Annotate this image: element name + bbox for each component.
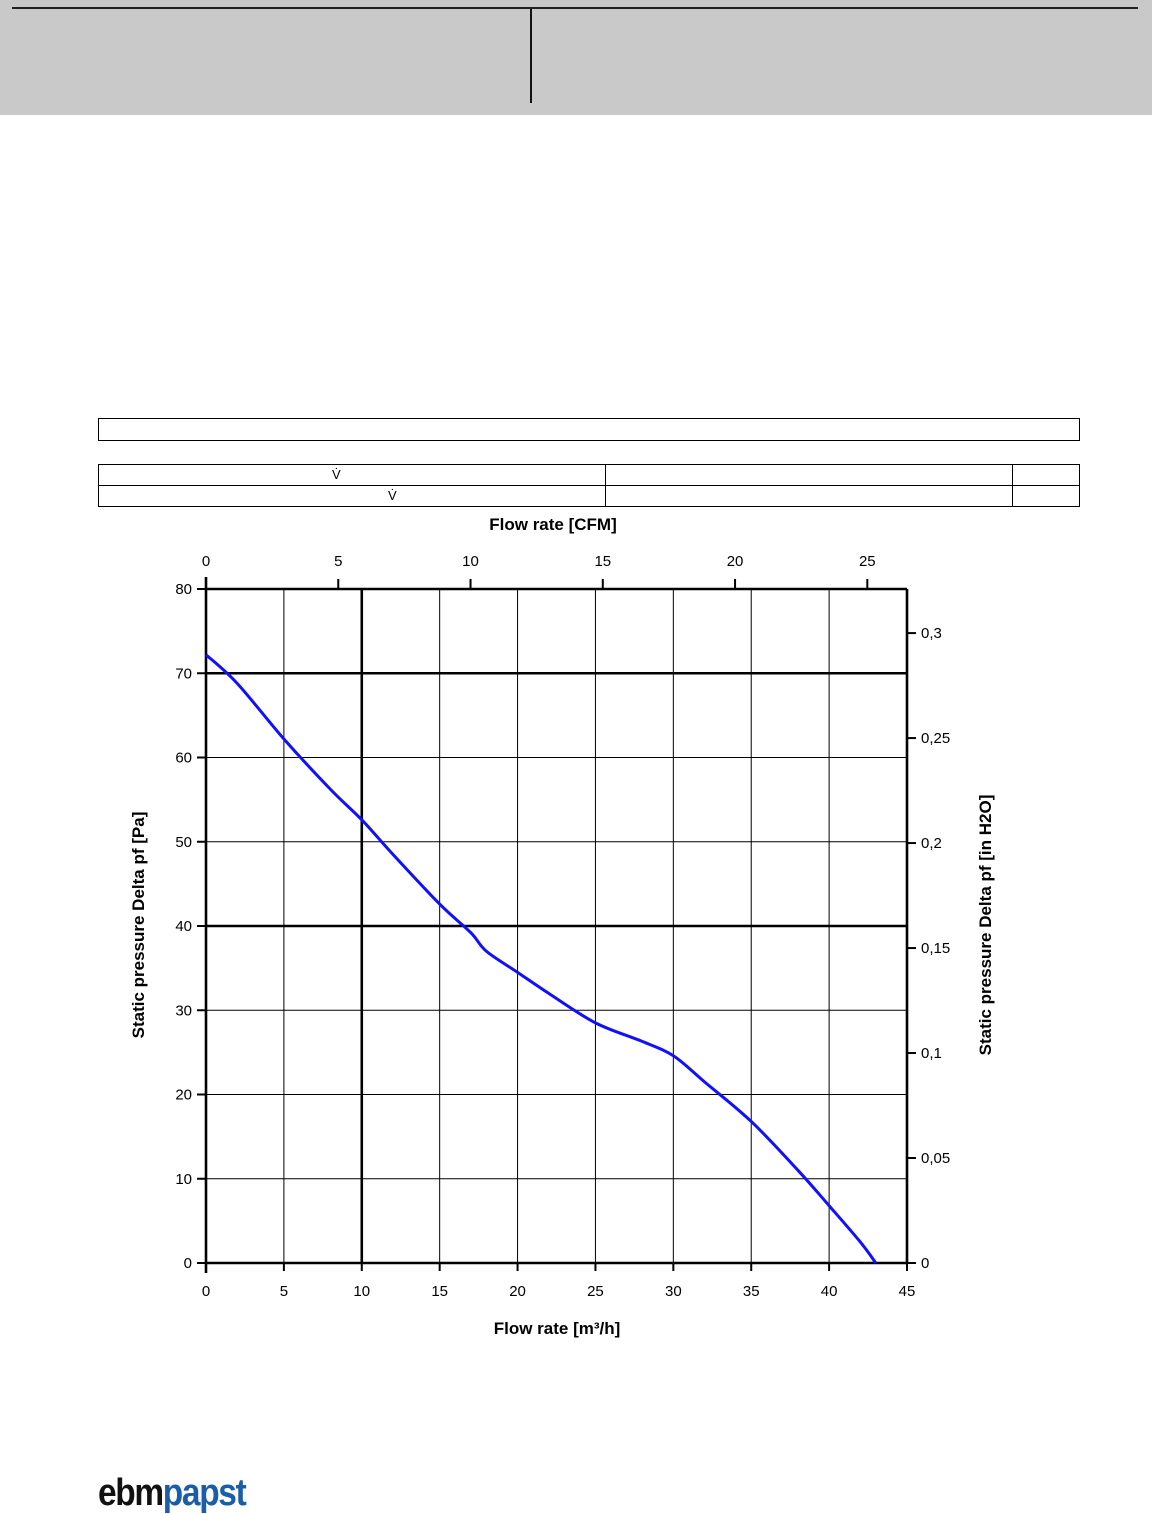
- y-tick-label: 40: [175, 918, 192, 935]
- x-tick-label: 15: [431, 1283, 448, 1300]
- table-cell: [1012, 485, 1080, 507]
- x-tick-label: 45: [899, 1283, 916, 1300]
- y2-tick-label: 0,1: [921, 1045, 942, 1062]
- header-divider: [530, 9, 532, 103]
- right-axis-label: Static pressure Delta pf [in H2O]: [976, 795, 995, 1056]
- x2-tick-label: 20: [727, 553, 744, 570]
- logo-part-ebm: ebm: [98, 1472, 164, 1514]
- x2-tick-label: 0: [202, 553, 210, 570]
- y-tick-label: 70: [175, 665, 192, 682]
- table-cell: V̇: [98, 485, 606, 507]
- y-tick-label: 60: [175, 750, 192, 767]
- y2-tick-label: 0,15: [921, 940, 950, 957]
- x-tick-label: 35: [743, 1283, 760, 1300]
- table-cell: V̇: [98, 464, 606, 486]
- y2-tick-label: 0: [921, 1255, 929, 1272]
- y2-tick-label: 0,05: [921, 1150, 950, 1167]
- logo-part-papst: papst: [162, 1472, 247, 1514]
- table-row: V̇: [98, 485, 1080, 507]
- y-tick-label: 30: [175, 1002, 192, 1019]
- table-cell: [605, 464, 1013, 486]
- y-tick-label: 0: [184, 1255, 192, 1272]
- brand-logo: ebmpapst: [98, 1472, 247, 1514]
- x2-tick-label: 10: [462, 553, 479, 570]
- x-tick-label: 25: [587, 1283, 604, 1300]
- bottom-axis-label: Flow rate [m³/h]: [494, 1319, 621, 1338]
- x-tick-label: 5: [280, 1283, 288, 1300]
- x-tick-label: 0: [202, 1283, 210, 1300]
- table-row: V̇: [98, 464, 1080, 486]
- y-tick-label: 50: [175, 834, 192, 851]
- fan-curve-chart: Flow rate [CFM] Flow rate [m³/h] Static …: [129, 515, 995, 1338]
- flow-symbol: V̇: [332, 467, 341, 482]
- top-axis-label: Flow rate [CFM]: [489, 515, 617, 534]
- curve-title-box: [98, 418, 1080, 441]
- x-tick-label: 30: [665, 1283, 682, 1300]
- y2-tick-label: 0,25: [921, 730, 950, 747]
- x2-tick-label: 25: [859, 553, 876, 570]
- y-tick-label: 20: [175, 1087, 192, 1104]
- header-rule: [12, 7, 1138, 9]
- y2-tick-label: 0,2: [921, 835, 942, 852]
- y-tick-label: 80: [175, 581, 192, 598]
- table-cell: [1012, 464, 1080, 486]
- fan-curve-line: [204, 653, 878, 1264]
- x-tick-label: 40: [821, 1283, 838, 1300]
- table-cell: [605, 485, 1013, 507]
- x2-tick-label: 5: [334, 553, 342, 570]
- x-tick-label: 20: [509, 1283, 526, 1300]
- left-axis-label: Static pressure Delta pf [Pa]: [129, 812, 148, 1039]
- y2-tick-label: 0,3: [921, 625, 942, 642]
- y-tick-label: 10: [175, 1171, 192, 1188]
- x2-tick-label: 15: [594, 553, 611, 570]
- header-band: [0, 0, 1152, 115]
- flow-symbol: V̇: [388, 488, 397, 503]
- x-tick-label: 10: [353, 1283, 370, 1300]
- operating-point-table: V̇ V̇: [98, 464, 1080, 507]
